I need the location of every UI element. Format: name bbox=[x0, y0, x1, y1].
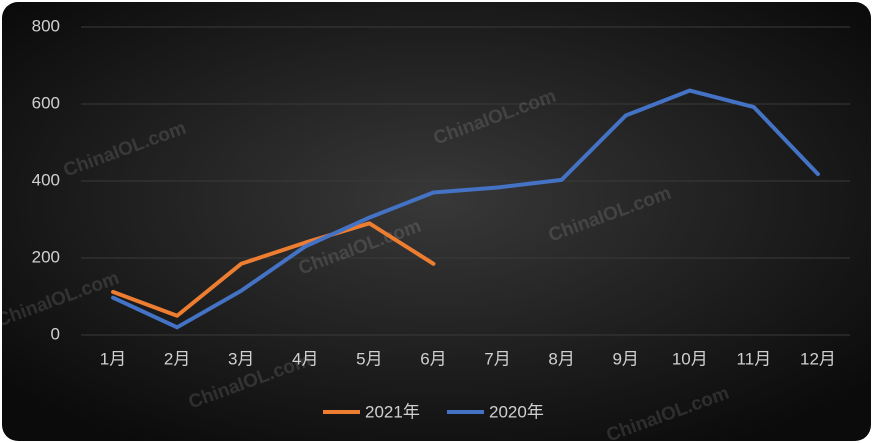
x-tick-label: 1月 bbox=[100, 349, 126, 368]
series-line bbox=[111, 221, 436, 318]
y-tick-label: 600 bbox=[32, 93, 60, 112]
x-tick-label: 12月 bbox=[800, 349, 836, 368]
legend-label: 2021年 bbox=[365, 402, 420, 421]
x-tick-label: 7月 bbox=[484, 349, 510, 368]
x-tick-label: 5月 bbox=[356, 349, 382, 368]
x-tick-label: 8月 bbox=[548, 349, 574, 368]
x-tick-label: 4月 bbox=[292, 349, 318, 368]
x-tick-label: 10月 bbox=[672, 349, 708, 368]
y-tick-label: 400 bbox=[32, 170, 60, 189]
series-line bbox=[111, 88, 820, 330]
y-tick-label: 800 bbox=[32, 16, 60, 35]
x-tick-label: 9月 bbox=[612, 349, 638, 368]
x-tick-label: 11月 bbox=[737, 349, 772, 368]
x-tick-label: 3月 bbox=[228, 349, 254, 368]
y-tick-label: 200 bbox=[32, 247, 60, 266]
y-tick-label: 0 bbox=[51, 324, 60, 343]
legend-label: 2020年 bbox=[489, 402, 544, 421]
x-tick-label: 6月 bbox=[420, 349, 446, 368]
x-tick-label: 2月 bbox=[164, 349, 190, 368]
